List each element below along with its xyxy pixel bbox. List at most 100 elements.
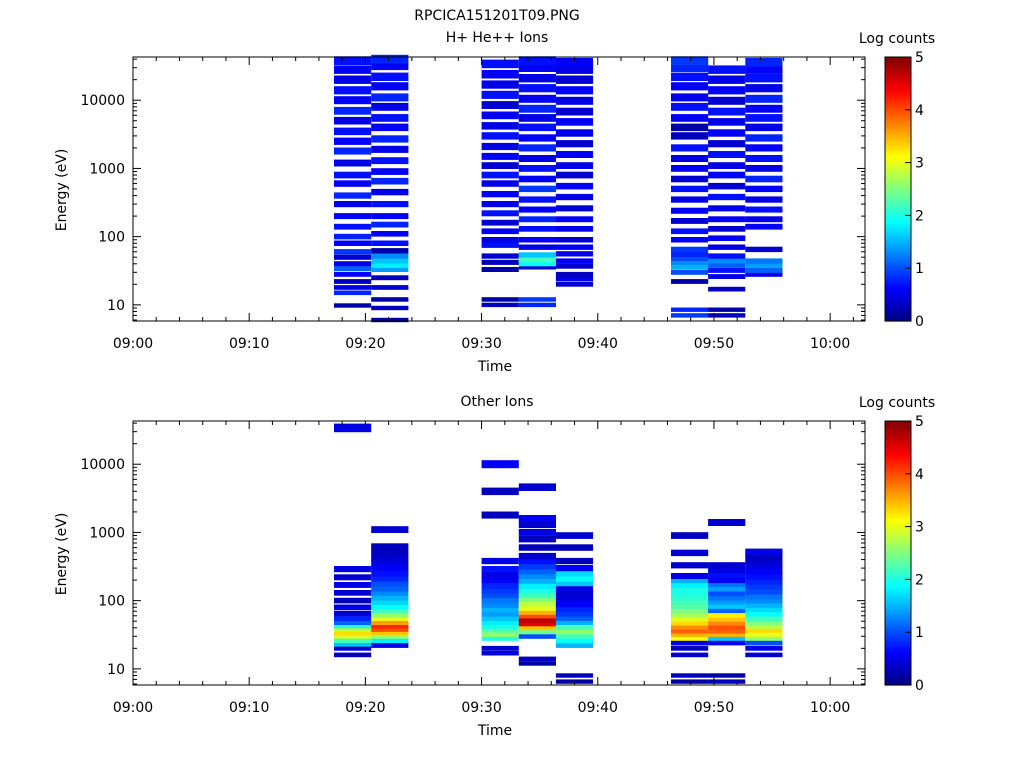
spectrogram-cell bbox=[745, 564, 783, 571]
colorbar-segment bbox=[885, 123, 911, 127]
spectrogram-cell bbox=[481, 162, 519, 169]
colorbar-segment bbox=[885, 547, 911, 551]
spectrogram-cell bbox=[518, 114, 556, 122]
colorbar-segment bbox=[885, 621, 911, 625]
spectrogram-cell bbox=[555, 205, 594, 212]
spectrogram-cell bbox=[671, 620, 709, 626]
colorbar-segment bbox=[885, 144, 911, 148]
spectrogram-cell bbox=[555, 570, 594, 577]
spectrogram-cell bbox=[518, 123, 556, 132]
x-axis-label: Time bbox=[477, 359, 512, 375]
spectrogram-cell bbox=[708, 607, 746, 614]
colorbar-segment bbox=[885, 310, 911, 314]
spectrogram-cell bbox=[708, 75, 746, 84]
spectrogram-cell bbox=[518, 605, 556, 611]
colorbar-segment bbox=[885, 428, 911, 433]
spectrogram-cell bbox=[708, 193, 746, 201]
spectrogram-cell bbox=[671, 590, 709, 597]
spectrogram-cell bbox=[371, 93, 409, 102]
spectrogram-cell bbox=[555, 129, 594, 137]
colorbar-segment bbox=[885, 286, 911, 290]
spectrogram-cell bbox=[371, 575, 409, 582]
spectrogram-cell bbox=[518, 56, 556, 65]
spectrogram-cell bbox=[745, 94, 783, 103]
colorbar-segment bbox=[885, 539, 911, 544]
colorbar-segment bbox=[885, 523, 911, 528]
spectrogram-cell bbox=[481, 253, 519, 259]
colorbar-segment bbox=[885, 576, 911, 580]
spectrogram-cell bbox=[671, 562, 709, 569]
spectrogram-cell bbox=[745, 134, 783, 142]
colorbar-tick-label: 3 bbox=[915, 520, 924, 536]
colorbar-segment bbox=[885, 629, 911, 633]
colorbar-segment bbox=[885, 447, 911, 451]
spectrogram-cell bbox=[334, 96, 372, 105]
colorbar-segment bbox=[885, 542, 911, 546]
spectrogram-cell bbox=[334, 159, 372, 167]
spectrogram-cell bbox=[555, 557, 594, 565]
spectrogram-cell bbox=[334, 192, 372, 199]
colorbar-segment bbox=[885, 191, 911, 195]
colorbar-segment bbox=[885, 669, 911, 673]
spectrogram-cell bbox=[334, 223, 372, 230]
spectrogram-cell bbox=[555, 258, 594, 264]
spectrogram-cell bbox=[671, 549, 709, 557]
colorbar-segment bbox=[885, 80, 911, 84]
spectrogram-cell bbox=[481, 571, 519, 578]
colorbar-segment bbox=[885, 83, 911, 87]
spectrogram-cell bbox=[708, 205, 746, 212]
spectrogram-cell bbox=[745, 123, 783, 132]
spectrogram-cell bbox=[745, 175, 783, 183]
colorbar-segment bbox=[885, 674, 911, 678]
spectrogram-cell bbox=[555, 251, 594, 257]
colorbar-segment bbox=[885, 624, 911, 628]
spectrogram-cell bbox=[518, 609, 556, 615]
spectrogram-cell bbox=[371, 54, 409, 64]
spectrogram-cell bbox=[671, 82, 709, 91]
spectrogram-cell bbox=[371, 585, 409, 592]
spectrogram-cell bbox=[518, 587, 556, 594]
spectrogram-cell bbox=[745, 558, 783, 565]
colorbar-segment bbox=[885, 239, 911, 243]
spectrogram-cell bbox=[555, 107, 594, 116]
spectrogram-cell bbox=[371, 188, 409, 196]
colorbar-tick-label: 2 bbox=[915, 572, 924, 588]
colorbar-segment bbox=[885, 450, 911, 454]
colorbar-segment bbox=[885, 183, 911, 187]
spectrogram-cell bbox=[708, 519, 746, 526]
colorbar-segment bbox=[885, 252, 911, 256]
colorbar-segment bbox=[885, 471, 911, 475]
colorbar-tick-label: 5 bbox=[915, 50, 924, 66]
colorbar-segment bbox=[885, 442, 911, 446]
spectrogram-cell bbox=[745, 74, 783, 83]
spectrogram-cell bbox=[745, 267, 783, 273]
spectrogram-cell bbox=[745, 583, 783, 590]
spectrogram-cell bbox=[334, 610, 372, 617]
spectrogram-cell bbox=[555, 193, 594, 201]
spectrogram-cell bbox=[518, 264, 556, 270]
spectrogram-cell bbox=[518, 196, 556, 203]
spectrogram-cell bbox=[555, 57, 594, 67]
spectrogram-cell bbox=[371, 305, 409, 311]
spectrogram-cell bbox=[371, 607, 409, 614]
spectrogram-cell bbox=[334, 285, 372, 290]
y-tick-label: 100 bbox=[98, 230, 125, 246]
spectrogram-cell bbox=[745, 615, 783, 621]
spectrogram-cell bbox=[334, 240, 372, 246]
spectrogram-cell bbox=[671, 607, 709, 614]
colorbar-segment bbox=[885, 611, 911, 615]
spectrogram-cell bbox=[745, 627, 783, 633]
y-tick-label: 10 bbox=[107, 298, 125, 314]
spectrogram-cell bbox=[334, 645, 372, 651]
spectrogram-cell bbox=[555, 162, 594, 169]
spectrogram-cell bbox=[745, 606, 783, 613]
spectrogram-cell bbox=[334, 233, 372, 240]
colorbar-segment bbox=[885, 307, 911, 312]
colorbar-segment bbox=[885, 574, 911, 578]
spectrogram-cell bbox=[555, 591, 594, 597]
spectrogram-cell bbox=[371, 157, 409, 165]
colorbar-segment bbox=[885, 141, 911, 145]
spectrogram-cell bbox=[555, 596, 594, 602]
colorbar-segment bbox=[885, 302, 911, 306]
spectrogram-cell bbox=[671, 679, 709, 684]
